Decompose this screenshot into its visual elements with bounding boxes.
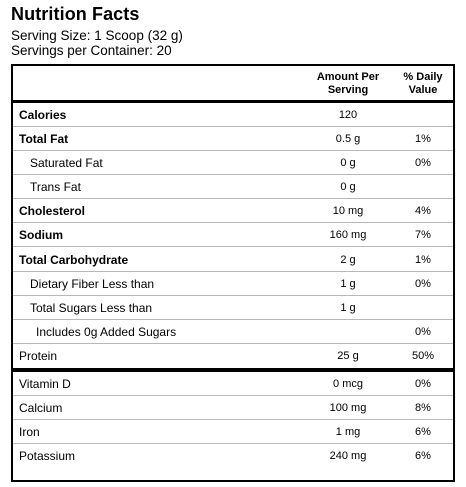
table-row: Calories 120 [13,103,453,127]
row-label: Total Sugars Less than [30,301,153,315]
row-amount: 0 mcg [333,378,363,390]
row-amount: 25 g [337,350,359,362]
table-row: Total Fat 0.5 g 1% [13,127,453,151]
table-row: Potassium 240 mg 6% [13,444,453,468]
row-dv: 6% [415,426,431,438]
header-dv-line2: Value [408,84,438,96]
header-dv-line1: % Daily [403,71,443,83]
row-label: Total Fat [19,132,69,146]
header-daily-value: % Daily Value [383,71,463,97]
table-row: Protein 25 g 50% [13,344,453,368]
serving-size: Serving Size: 1 Scoop (32 g) [11,28,183,43]
table-row: Sodium 160 mg 7% [13,223,453,247]
row-label: Iron [19,425,40,439]
table-row: Total Carbohydrate 2 g 1% [13,248,453,272]
table-row: Iron 1 mg 6% [13,420,453,444]
nutrition-facts-title: Nutrition Facts [11,4,140,24]
nutrition-table: Amount Per Serving % Daily Value Calorie… [11,64,455,482]
thick-divider [13,100,453,103]
row-label: Potassium [19,449,76,463]
row-dv: 0% [415,278,431,290]
row-amount: 120 [338,109,358,121]
row-dv: 0% [415,157,431,169]
table-row: Includes 0g Added Sugars 0% [13,320,453,344]
row-amount: 1 g [340,302,356,314]
row-label: Saturated Fat [30,156,103,170]
row-amount: 240 mg [329,450,367,462]
row-label: Protein [19,349,58,363]
row-amount: 100 mg [329,402,367,414]
table-row: Saturated Fat 0 g 0% [13,151,453,175]
row-amount: 0.5 g [335,133,361,145]
servings-per-container: Servings per Container: 20 [11,43,172,58]
row-dv: 0% [415,326,431,338]
row-amount: 0 g [340,157,356,169]
row-amount: 160 mg [329,229,367,241]
row-label: Cholesterol [19,204,86,218]
table-row: Vitamin D 0 mcg 0% [13,372,453,396]
row-dv: 7% [415,229,431,241]
row-amount: 10 mg [332,205,364,217]
table-row: Calcium 100 mg 8% [13,396,453,420]
row-amount: 2 g [340,254,356,266]
header-amount-line2: Serving [327,84,369,96]
table-header: Amount Per Serving % Daily Value [13,66,453,100]
header-amount-line1: Amount Per [316,71,380,83]
row-dv: 4% [415,205,431,217]
row-label: Vitamin D [19,377,71,391]
row-label: Trans Fat [30,180,81,194]
table-row: Trans Fat 0 g [13,175,453,199]
row-amount: 0 g [340,181,356,193]
row-label: Calories [19,108,67,122]
header-amount-per-serving: Amount Per Serving [288,71,408,97]
table-row: Cholesterol 10 mg 4% [13,199,453,223]
table-row: Dietary Fiber Less than 1 g 0% [13,272,453,296]
row-dv: 1% [415,133,431,145]
row-amount: 1 g [340,278,356,290]
row-dv: 0% [415,378,431,390]
row-label: Total Carbohydrate [19,253,129,267]
row-label: Calcium [19,401,63,415]
row-dv: 8% [415,402,431,414]
row-amount: 1 mg [335,426,361,438]
row-dv: 6% [415,450,431,462]
row-dv: 1% [415,254,431,266]
table-row: Total Sugars Less than 1 g [13,296,453,320]
row-label: Sodium [19,228,63,242]
row-dv: 50% [411,350,435,362]
thick-divider [13,368,453,372]
row-label: Dietary Fiber Less than [30,277,155,291]
row-label: Includes 0g Added Sugars [36,325,177,339]
